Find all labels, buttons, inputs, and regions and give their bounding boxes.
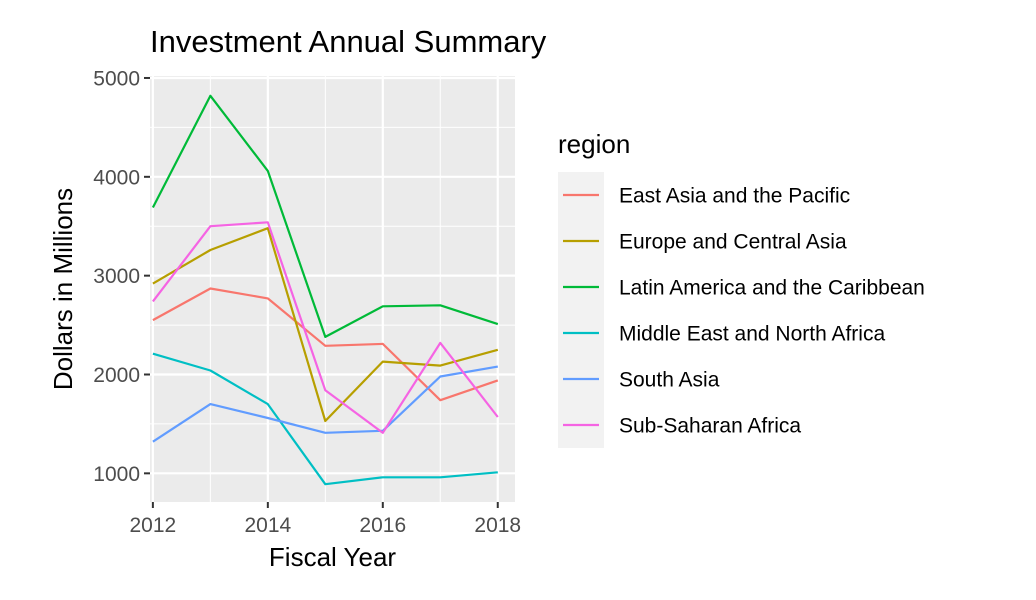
y-axis: 1000 2000 3000 4000 5000 [93, 67, 150, 486]
legend-label-4: Middle East and North Africa [619, 323, 885, 346]
x-axis: 2012 2014 2016 2018 [130, 502, 521, 537]
legend-label-3: Latin America and the Caribbean [619, 277, 925, 300]
legend-title: region [558, 129, 630, 159]
x-axis-title: Fiscal Year [269, 542, 397, 572]
series-line-3 [151, 94, 499, 338]
plot-panel [150, 76, 515, 502]
legend-key-background [558, 172, 604, 448]
x-tick-label: 2016 [359, 514, 406, 537]
y-tick-label: 3000 [93, 265, 140, 288]
x-tick-label: 2018 [474, 514, 521, 537]
series-line-4 [152, 352, 498, 486]
series-line-6 [152, 221, 499, 434]
series-line-1 [152, 287, 499, 402]
y-tick-label: 2000 [93, 364, 140, 387]
legend-label-5: South Asia [619, 369, 720, 392]
y-tick-label: 5000 [93, 67, 140, 90]
legend-items: East Asia and the Pacific Europe and Cent… [558, 172, 925, 448]
series-lines [151, 94, 499, 486]
y-tick-label: 4000 [93, 166, 140, 189]
grid-lines [150, 76, 515, 502]
series-line-5 [152, 365, 498, 443]
y-axis-title: Dollars in Millions [48, 188, 78, 390]
series-line-2 [152, 227, 499, 423]
x-tick-label: 2012 [130, 514, 177, 537]
legend-label-6: Sub-Saharan Africa [619, 415, 801, 438]
y-tick-label: 1000 [93, 463, 140, 486]
legend: region East Asia and the Pacific Europe a… [558, 129, 925, 448]
chart-title: Investment Annual Summary [150, 24, 547, 59]
x-tick-label: 2014 [244, 514, 291, 537]
legend-label-2: Europe and Central Asia [619, 231, 847, 254]
legend-label-1: East Asia and the Pacific [619, 185, 850, 208]
